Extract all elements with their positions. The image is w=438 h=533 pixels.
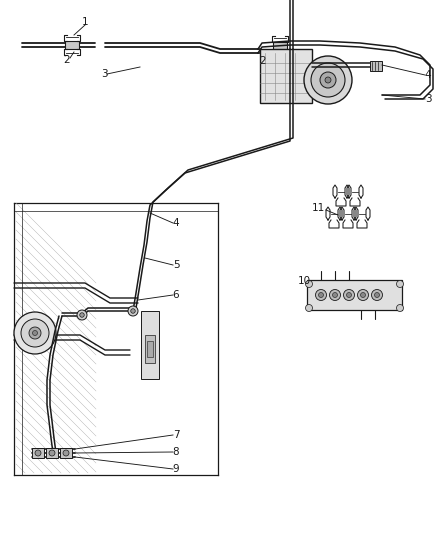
Text: 10: 10 <box>297 276 311 286</box>
Bar <box>260 49 312 103</box>
Bar <box>147 341 153 357</box>
Bar <box>145 335 155 363</box>
Text: 5: 5 <box>173 260 179 270</box>
Bar <box>60 448 72 458</box>
Circle shape <box>329 289 340 301</box>
Circle shape <box>305 280 312 287</box>
Text: 4: 4 <box>425 70 431 80</box>
Circle shape <box>29 327 41 339</box>
Circle shape <box>396 304 403 311</box>
Circle shape <box>311 63 345 97</box>
Text: 6: 6 <box>173 290 179 300</box>
Text: 7: 7 <box>173 430 179 440</box>
Circle shape <box>357 289 368 301</box>
Circle shape <box>396 280 403 287</box>
Bar <box>141 311 159 379</box>
Circle shape <box>343 289 354 301</box>
Circle shape <box>63 450 69 456</box>
Bar <box>307 280 402 310</box>
Circle shape <box>325 77 331 83</box>
Circle shape <box>14 312 56 354</box>
Circle shape <box>49 450 55 456</box>
Bar <box>65 41 79 49</box>
Circle shape <box>80 313 84 317</box>
Circle shape <box>320 72 336 88</box>
Circle shape <box>131 309 135 313</box>
Circle shape <box>374 293 379 297</box>
Bar <box>273 42 287 50</box>
Text: 9: 9 <box>173 464 179 474</box>
Bar <box>32 448 44 458</box>
Text: 3: 3 <box>101 69 107 79</box>
Circle shape <box>128 306 138 316</box>
Bar <box>370 61 382 71</box>
Circle shape <box>315 289 326 301</box>
Circle shape <box>318 293 324 297</box>
Text: 11: 11 <box>311 203 325 213</box>
Circle shape <box>346 293 352 297</box>
Circle shape <box>35 450 41 456</box>
Text: 8: 8 <box>173 447 179 457</box>
Circle shape <box>21 319 49 347</box>
Circle shape <box>32 330 38 335</box>
Text: 2: 2 <box>260 56 266 66</box>
Circle shape <box>360 293 365 297</box>
Bar <box>46 448 58 458</box>
Text: 3: 3 <box>425 94 431 104</box>
Circle shape <box>371 289 382 301</box>
Circle shape <box>304 56 352 104</box>
Circle shape <box>305 304 312 311</box>
Text: 2: 2 <box>64 55 71 65</box>
Text: 4: 4 <box>173 218 179 228</box>
Circle shape <box>332 293 338 297</box>
Circle shape <box>77 310 87 320</box>
Text: 1: 1 <box>82 17 88 27</box>
